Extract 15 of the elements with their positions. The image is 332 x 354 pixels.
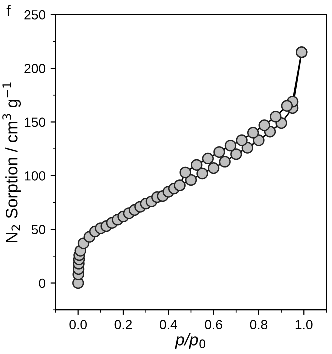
y-tick-label: 0 xyxy=(39,278,46,288)
x-tick-label: 0.0 xyxy=(70,320,88,330)
y-tick-label: 250 xyxy=(24,10,46,20)
x-tick-label: 1.0 xyxy=(296,320,313,330)
y-tick-label: 50 xyxy=(32,225,46,234)
y-tick-label: 200 xyxy=(24,64,46,74)
x-tick-label: 0.2 xyxy=(114,320,132,330)
y-tick-label: 150 xyxy=(25,118,46,128)
x-tick-label: 0.8 xyxy=(250,320,268,330)
x-axis-title: p/p$_{0}$ xyxy=(175,334,206,350)
x-tick-label: 0.6 xyxy=(205,320,222,330)
y-tick-label: 100 xyxy=(25,171,46,181)
x-tick-label: 0.4 xyxy=(160,320,178,330)
y-axis-title: N$_{2}$ Sorption / cm$^{3}$ g$^{−1}$ xyxy=(2,82,22,242)
text: f xyxy=(6,5,11,16)
